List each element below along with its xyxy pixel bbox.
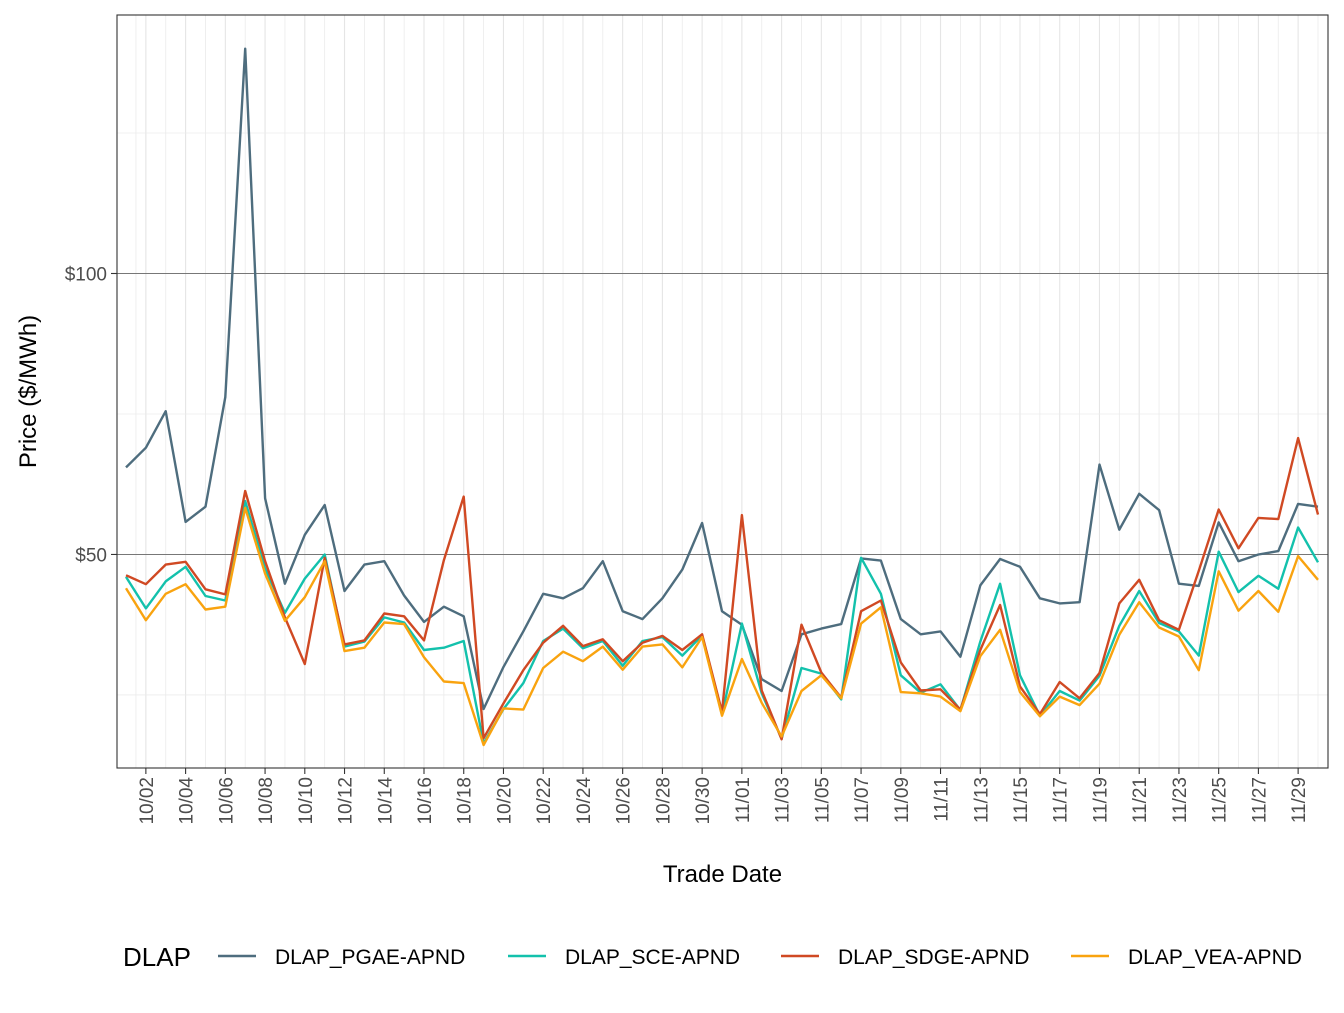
x-tick-label: 10/24 xyxy=(574,777,595,825)
series-line xyxy=(124,506,1319,747)
x-tick-label: 11/01 xyxy=(733,777,754,823)
x-tick-label: 10/16 xyxy=(415,777,436,825)
legend-label: DLAP_PGAE-APND xyxy=(275,946,465,969)
y-tick-label: $100 xyxy=(65,264,107,285)
plot-border xyxy=(116,14,1329,769)
legend-label: DLAP_SDGE-APND xyxy=(838,946,1029,969)
x-tick-label: 10/02 xyxy=(137,777,158,825)
grid-minor-x xyxy=(135,15,1319,768)
x-tick-label: 10/22 xyxy=(534,777,555,825)
y-axis-title: Price ($/MWh) xyxy=(15,315,42,468)
x-tick-label: 11/15 xyxy=(1011,777,1032,823)
x-tick-label: 10/08 xyxy=(256,777,277,825)
x-tick-label: 11/27 xyxy=(1249,777,1270,823)
grid-y xyxy=(117,132,1328,696)
x-axis-title: Trade Date xyxy=(663,861,782,888)
x-tick-label: 11/03 xyxy=(773,777,794,823)
x-tick-label: 10/18 xyxy=(455,777,476,825)
legend-title: DLAP xyxy=(123,942,191,972)
legend-label: DLAP_VEA-APND xyxy=(1128,946,1302,969)
y-axis-ticks: $50 $100 xyxy=(65,264,117,566)
x-axis-ticks: 10/02 10/04 10/06 10/08 10/10 10/12 10/14 10/16… xyxy=(137,768,1310,825)
x-tick-label: 11/25 xyxy=(1210,777,1231,823)
x-tick-label: 11/29 xyxy=(1289,777,1310,823)
series-line xyxy=(125,47,1319,711)
x-tick-label: 11/19 xyxy=(1090,777,1111,823)
x-tick-label: 10/06 xyxy=(216,777,237,825)
y-tick-label: $50 xyxy=(75,545,107,566)
x-tick-label: 11/21 xyxy=(1130,777,1151,823)
x-tick-label: 11/13 xyxy=(971,777,992,823)
x-tick-label: 11/07 xyxy=(852,777,873,823)
x-tick-label: 10/04 xyxy=(177,777,198,825)
legend-label: DLAP_SCE-APND xyxy=(565,946,740,969)
x-tick-label: 10/12 xyxy=(336,777,357,825)
x-tick-label: 10/28 xyxy=(653,777,674,825)
x-tick-label: 10/26 xyxy=(614,777,635,825)
x-tick-label: 10/30 xyxy=(693,777,714,825)
x-tick-label: 11/23 xyxy=(1170,777,1191,823)
x-tick-label: 11/05 xyxy=(812,777,833,823)
x-tick-label: 10/20 xyxy=(494,777,515,825)
legend: DLAP DLAP_PGAE-APND DLAP_SCE-APND DLAP_SDG… xyxy=(123,942,1302,972)
series-layer xyxy=(124,47,1320,747)
x-tick-label: 11/09 xyxy=(892,777,913,823)
x-tick-label: 10/14 xyxy=(375,777,396,825)
x-tick-label: 11/11 xyxy=(932,777,953,822)
x-tick-label: 11/17 xyxy=(1051,777,1072,823)
x-tick-label: 10/10 xyxy=(296,777,317,825)
